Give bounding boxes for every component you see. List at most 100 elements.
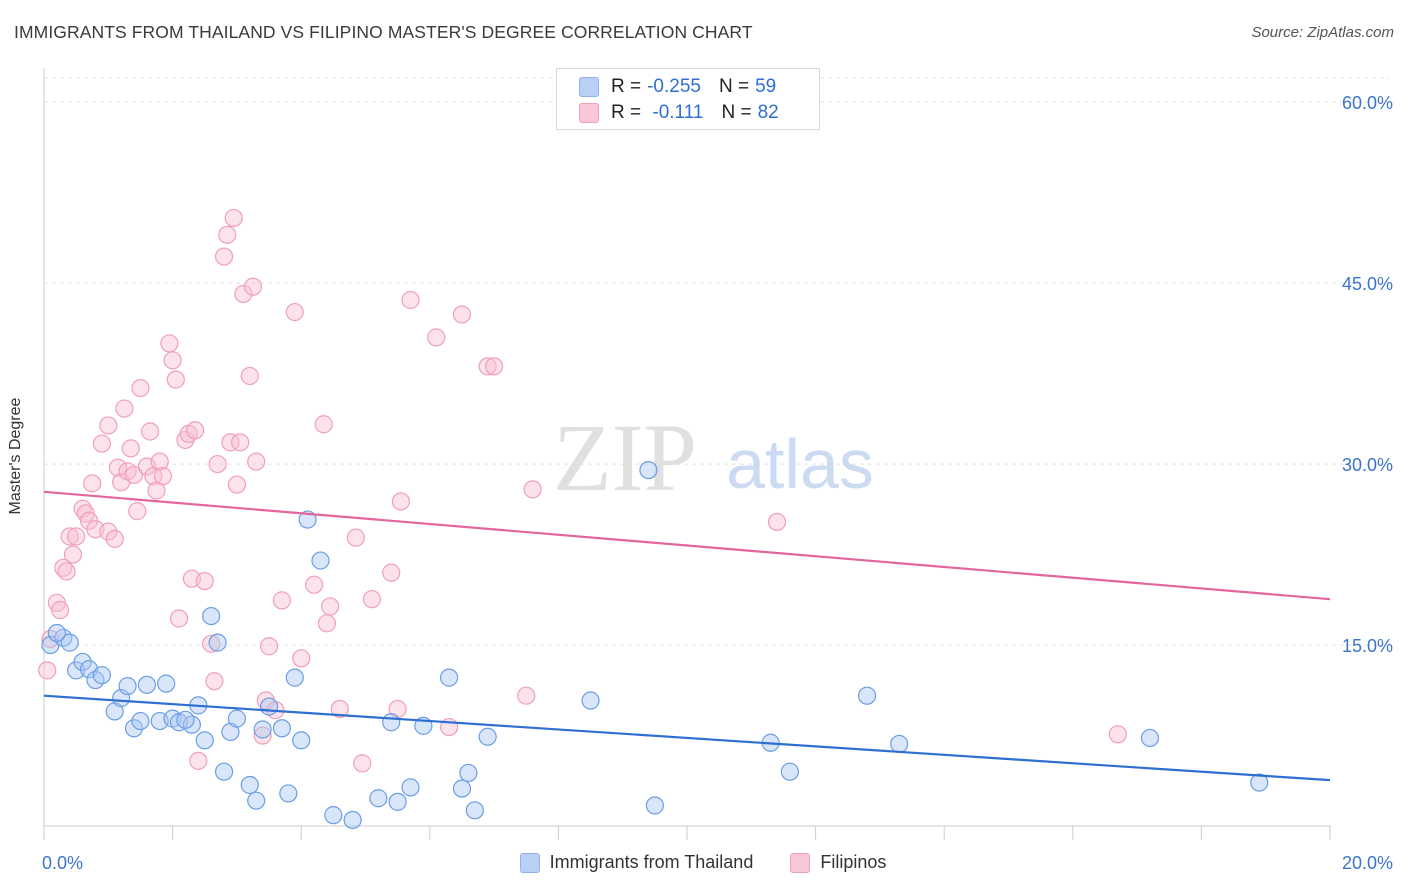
filipinos-point: [485, 357, 504, 376]
thailand-point: [285, 668, 304, 687]
legend-swatch-filipinos: [790, 852, 811, 873]
n-value: 82: [757, 102, 779, 123]
legend-item-thailand: Immigrants from Thailand: [519, 852, 753, 873]
filipinos-point: [253, 726, 272, 745]
r-value: -0.255: [647, 76, 701, 97]
filipinos-point: [121, 439, 140, 458]
filipinos-point: [221, 433, 240, 452]
thailand-point: [253, 720, 272, 739]
filipinos-point: [160, 334, 179, 353]
filipinos-point: [150, 452, 169, 471]
thailand-point: [240, 775, 259, 795]
filipinos-point: [314, 415, 333, 434]
y-tick-label: 30.0%: [1342, 455, 1393, 475]
stats-legend: R = -0.255 N = 59 R = -0.111 N = 82: [556, 68, 820, 130]
filipinos-point: [99, 522, 118, 541]
filipinos-point: [285, 302, 304, 322]
filipinos-point: [186, 421, 205, 440]
thailand-point: [272, 719, 292, 738]
thailand-point: [298, 510, 317, 529]
filipinos-point: [227, 475, 246, 494]
filipinos-point: [140, 422, 160, 441]
x-tick-label-max: 20.0%: [1342, 853, 1393, 873]
filipinos-point: [523, 480, 542, 499]
thailand-point: [92, 666, 111, 685]
filipinos-point: [391, 492, 410, 511]
filipinos-point: [427, 328, 446, 347]
filipinos-point: [382, 563, 401, 582]
filipinos-point: [166, 370, 185, 389]
grid-lines: [44, 77, 1390, 646]
thailand-point: [1250, 773, 1269, 792]
stats-row-thailand: R = -0.255 N = 59: [579, 75, 776, 99]
thailand-point: [47, 623, 66, 643]
thailand-point: [388, 792, 407, 811]
axes: [43, 68, 1331, 840]
thailand-point: [439, 668, 459, 687]
chart-title: IMMIGRANTS FROM THAILAND VS FILIPINO MAS…: [14, 22, 753, 42]
r-value: -0.111: [647, 102, 704, 123]
filipinos-point: [124, 465, 144, 485]
watermark-zip: ZIP: [553, 404, 697, 511]
n-value: 59: [755, 76, 777, 97]
source-label: Source: ZipAtlas.com: [1251, 24, 1394, 41]
filipinos-point: [330, 699, 349, 719]
filipinos-point: [99, 416, 118, 435]
trend-lines: [43, 490, 1331, 782]
series-filipinos: [38, 208, 1127, 773]
filipinos-point: [247, 452, 266, 471]
legend-label-filipinos: Filipinos: [820, 852, 887, 872]
legend-swatch-thailand: [519, 852, 540, 873]
filipinos-point: [478, 357, 497, 376]
filipinos-point: [38, 661, 57, 680]
thailand-point: [118, 676, 137, 696]
thailand-point: [247, 791, 266, 810]
thailand-point: [369, 789, 388, 808]
filipinos-point: [231, 433, 250, 452]
thailand-point: [227, 709, 246, 728]
filipinos-point: [767, 512, 787, 532]
thailand-point: [581, 691, 600, 710]
filipinos-point: [1108, 725, 1127, 744]
filipinos-point: [169, 609, 189, 628]
thailand-point: [195, 731, 214, 750]
thailand-point: [401, 778, 420, 797]
x-tick-label-min: 0.0%: [42, 853, 83, 873]
thailand-point: [131, 711, 150, 731]
watermark: ZIP atlas: [553, 404, 874, 511]
filipinos-point: [60, 527, 79, 546]
legend: Immigrants from Thailand Filipinos: [0, 852, 1406, 878]
thailand-point: [639, 460, 658, 480]
filipinos-point: [272, 591, 292, 610]
filipinos-point: [224, 208, 243, 228]
filipinos-point: [50, 600, 70, 620]
filipinos-point: [131, 378, 150, 398]
thailand-point: [857, 686, 877, 705]
filipinos-point: [202, 634, 221, 653]
thailand-point: [780, 762, 799, 781]
tick-labels: 15.0% 30.0% 45.0% 60.0% 0.0% 20.0%: [42, 93, 1393, 873]
thailand-point: [465, 801, 484, 820]
r-label: R =: [611, 76, 642, 97]
thailand-point: [60, 633, 79, 652]
thailand-point: [459, 763, 478, 783]
filipinos-point: [362, 590, 382, 609]
filipinos-point: [57, 562, 76, 581]
filipinos-point: [218, 225, 237, 244]
thailand-point: [324, 806, 343, 825]
thailand-point: [214, 762, 234, 781]
filipinos-point: [163, 351, 182, 370]
trend-line-filipinos: [43, 490, 1331, 601]
thailand-point: [124, 719, 144, 738]
legend-item-filipinos: Filipinos: [790, 852, 886, 873]
filipinos-point: [234, 284, 253, 304]
filipinos-point: [128, 502, 147, 521]
filipinos-point: [243, 277, 263, 296]
stats-row-filipinos: R = -0.111 N = 82: [579, 101, 779, 125]
stats-swatch-filipinos: [579, 103, 599, 123]
filipinos-point: [353, 754, 372, 773]
filipinos-point: [189, 751, 208, 770]
filipinos-point: [115, 399, 134, 418]
filipinos-point: [517, 686, 536, 705]
